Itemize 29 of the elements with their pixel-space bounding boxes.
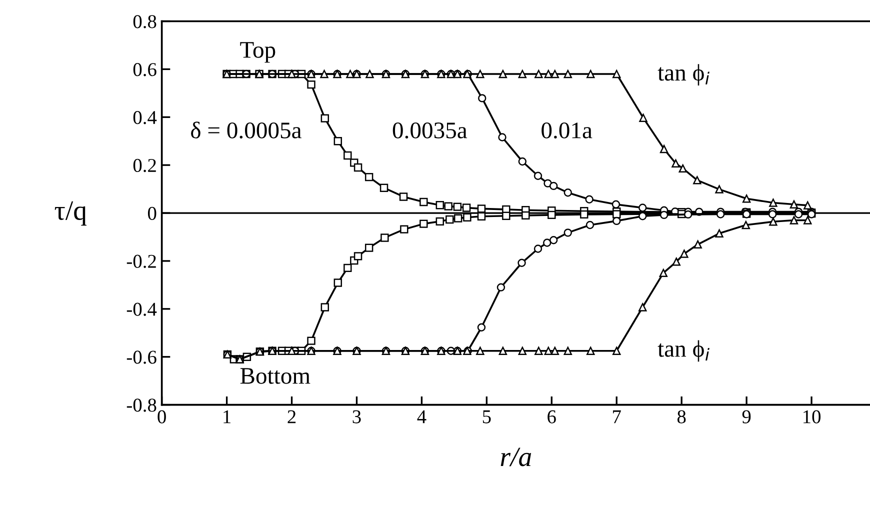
y-tick-label: 0.4 (133, 110, 157, 124)
annotation: 0.01a (542, 122, 592, 138)
y-tick-label: -0.6 (126, 350, 156, 364)
y-tick-label: 0.6 (133, 63, 156, 76)
y-tick-label: -0.4 (126, 302, 157, 316)
y-tick-label: 0 (148, 206, 156, 220)
x-tick-label: 4 (417, 410, 426, 424)
x-tick-label: 1 (224, 410, 230, 424)
y-axis-title: τ/q (54, 201, 87, 226)
x-tick-label: 2 (288, 410, 296, 424)
y-tick-label: -0.8 (126, 398, 156, 412)
y-tick-label: 0.8 (133, 15, 156, 28)
x-tick-label: 9 (742, 410, 751, 424)
x-tick-label: 3 (352, 410, 361, 424)
annotation: Top (240, 42, 276, 63)
annotation: tan ϕ$_{i}$ (658, 340, 710, 362)
x-axis-title: r/a (500, 448, 532, 466)
x-tick-label: 7 (613, 410, 621, 424)
x-tick-label: 6 (548, 410, 556, 424)
x-tick-label: 5 (482, 410, 491, 424)
y-tick-label: -0.2 (126, 254, 156, 268)
x-tick-label: 10 (804, 410, 821, 424)
y-tick-label: 0.2 (133, 158, 156, 172)
x-tick-label: 0 (158, 410, 166, 424)
annotation: 0.0035a (392, 122, 468, 138)
annotation: Bottom (240, 368, 310, 384)
x-tick-label: 8 (677, 410, 686, 424)
annotation: tan ϕ$_{i}$ (658, 64, 710, 86)
annotation: δ = 0.0005a (191, 122, 302, 138)
